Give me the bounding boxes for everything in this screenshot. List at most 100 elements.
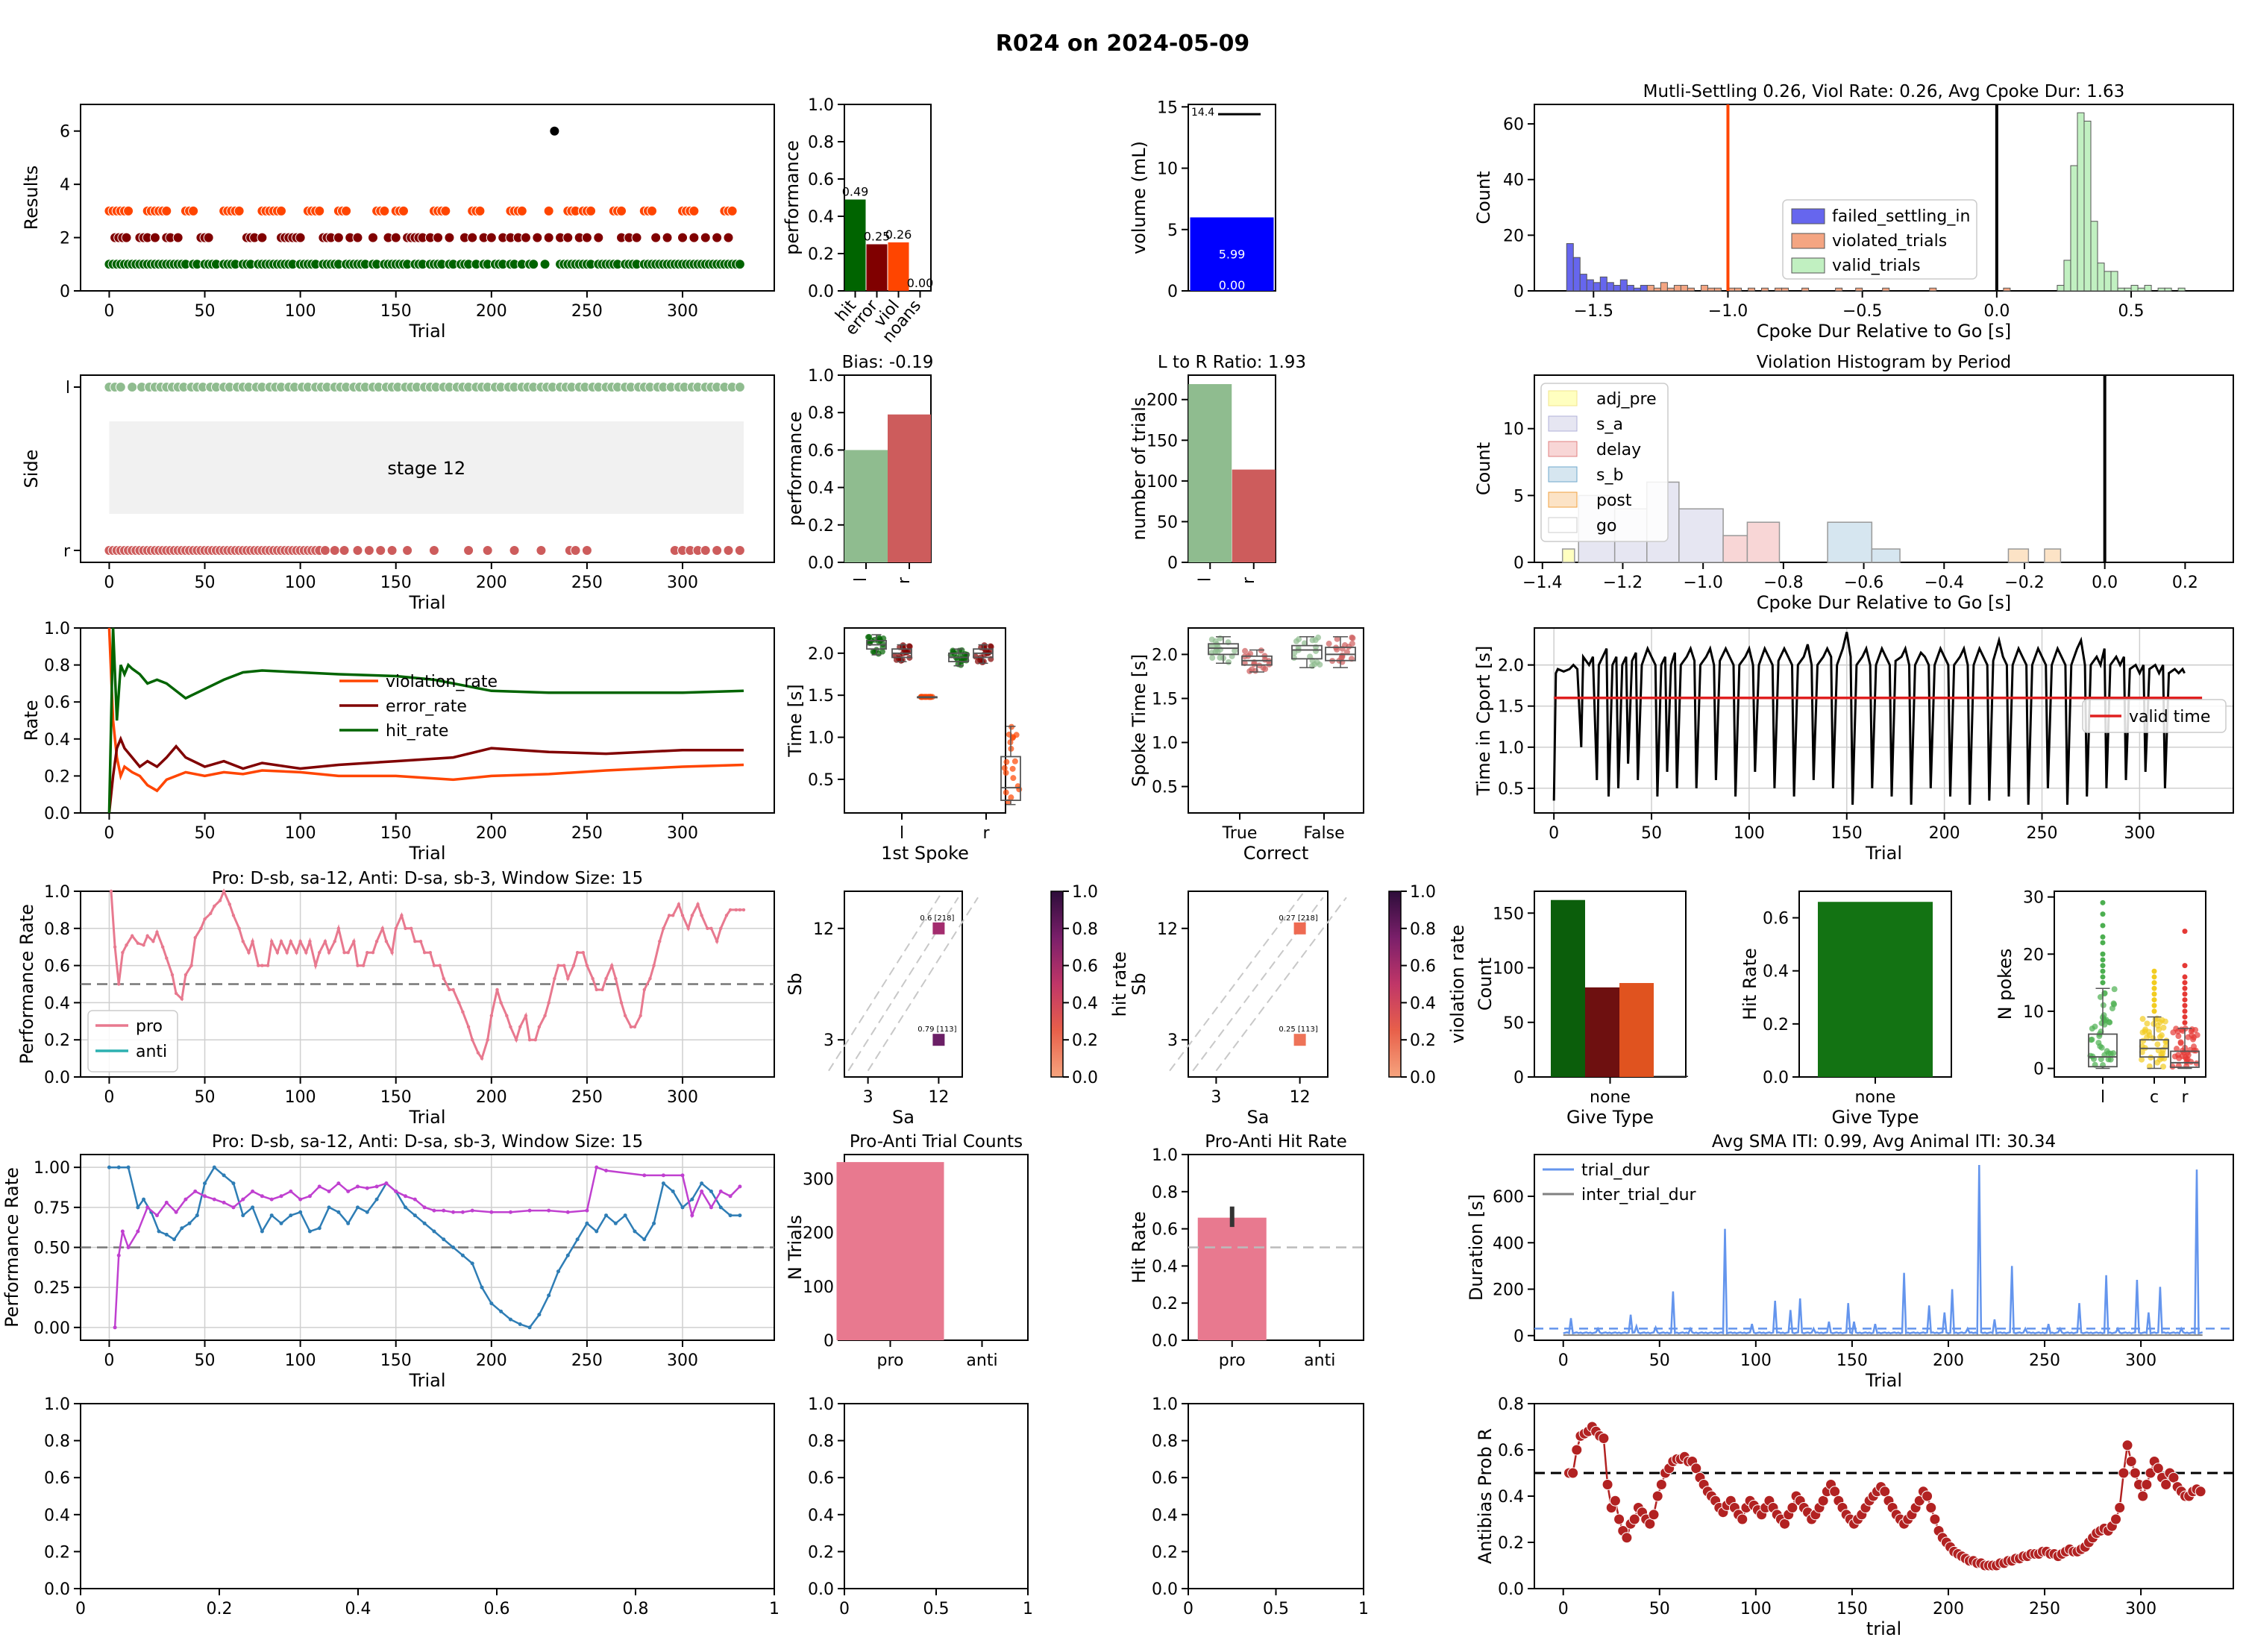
antibias-point	[1879, 1486, 1891, 1498]
colorbar-tick-label: 0.4	[1410, 994, 1436, 1013]
jitter-point	[1010, 775, 1017, 782]
chart-title: Pro-Anti Trial Counts	[850, 1132, 1023, 1152]
perf-point-a	[556, 1269, 560, 1274]
antibias-point	[1648, 1509, 1660, 1521]
perf-point-b	[365, 1186, 369, 1190]
perf-point-a	[661, 1181, 665, 1186]
perf-point-a	[374, 1197, 379, 1202]
hit-rate-bar	[1818, 902, 1933, 1077]
pro-point	[142, 943, 145, 947]
perf-point-a	[203, 1181, 207, 1186]
perf-point-a	[126, 1165, 131, 1169]
x-tick-label: 50	[1641, 824, 1662, 843]
chart-sa_sb_viol: 3 12 3 12 Sa Sb 0.27 [218] 0.25 [113] 0.0 0.2 0.4 0…	[1129, 883, 1468, 1128]
flier-point	[2151, 997, 2157, 1003]
perf-point-b	[269, 1197, 274, 1202]
pro-point	[690, 914, 694, 917]
x-tick-label: 0	[839, 1600, 850, 1618]
y-tick-label: 0	[824, 1332, 834, 1351]
chart-empty3: 0 0.5 1 0.0 0.2 0.4 0.6 0.8 1.0	[1152, 1395, 1369, 1618]
side-point-r	[319, 545, 330, 556]
pro-point	[170, 973, 175, 977]
y-axis-label: performance	[782, 140, 803, 255]
y-tick-label: 0.0	[44, 1069, 70, 1087]
jitter-point	[1317, 662, 1323, 668]
x-tick-label: True	[1222, 824, 1258, 843]
pro-point	[537, 1025, 542, 1028]
hist-bar-failed_settling_in	[1572, 257, 1581, 292]
jitter-point	[1003, 789, 1009, 796]
flier-point	[2182, 997, 2188, 1003]
legend-label: violation_rate	[386, 673, 498, 691]
result-point-3	[379, 205, 390, 216]
y-tick-label: 3	[1167, 1031, 1178, 1050]
x-tick-label: 250	[571, 302, 603, 321]
heatmap-cell-label: 0.27 [218]	[1279, 914, 1317, 923]
chart-n_pokes: 0 10 20 30 N pokes l c r	[1995, 889, 2206, 1107]
pro-point	[527, 1038, 532, 1042]
hist-bar-violated_trials	[1713, 287, 1722, 292]
y-tick-label: 0.6	[808, 171, 834, 189]
pro-point	[413, 940, 417, 943]
pro-point	[384, 940, 389, 943]
diagonal-line	[1215, 896, 1347, 1072]
perf-point-a	[623, 1213, 627, 1218]
pro-point	[313, 964, 318, 967]
pro-point	[648, 976, 652, 981]
x-tick-label: 0.0	[1983, 302, 2010, 321]
y-axis-label: Sb	[785, 973, 806, 995]
result-point-2	[486, 232, 497, 243]
x-tick-label: 200	[476, 824, 507, 843]
y-tick-label: 0.4	[44, 731, 70, 750]
x-tick-label: 100	[1740, 1351, 1772, 1370]
legend-swatch	[1791, 233, 1825, 249]
pro-point	[113, 945, 117, 949]
chart-pro_anti_counts: 0 100 200 300 Pro-Anti Trial Counts N Trials p…	[785, 1132, 1029, 1370]
pro-point	[667, 914, 671, 917]
jitter-point	[2156, 1034, 2163, 1040]
pro-point	[183, 973, 188, 977]
perf-point-a	[231, 1181, 236, 1186]
flier-point	[2182, 980, 2188, 986]
antibias-point	[1690, 1463, 1702, 1474]
antibias-point	[1737, 1513, 1748, 1525]
chart-results: 0 50 100 150 200 250 300 0 2 4 6 Trial Results	[21, 104, 775, 342]
y-tick-label: 0.4	[808, 208, 834, 227]
side-point-r	[712, 545, 723, 556]
result-point-3	[398, 205, 409, 216]
y-tick-label: 1.5	[1498, 698, 1524, 717]
perf-point-a	[413, 1213, 417, 1218]
chart-cpoke_hist: −1.5 −1.0 −0.5 0.0 0.5 0 20 40 60 Mutli-Settling …	[1473, 82, 2234, 342]
hist-bar-valid_trials	[2144, 285, 2152, 292]
y-tick-label: 4	[60, 176, 70, 195]
chart-rates: 0 50 100 150 200 250 300 0.0 0.2 0.4 0.6 0.8 1.0 Tria…	[21, 620, 775, 864]
x-tick-label: r	[1240, 577, 1258, 584]
x-tick-label: 0.4	[345, 1600, 371, 1618]
side-point-l	[734, 382, 745, 392]
perf-point-a	[327, 1205, 331, 1210]
perf-point-b	[193, 1189, 198, 1193]
side-point-r	[734, 545, 745, 556]
bar-value-label: 5.99	[1219, 248, 1246, 262]
x-tick-label: 200	[476, 574, 507, 592]
colorbar	[1388, 891, 1402, 1078]
colorbar-tick-label: 0.2	[1410, 1031, 1436, 1050]
y-tick-label: 300	[803, 1170, 834, 1189]
x-axis-label: Trial	[408, 592, 445, 613]
x-tick-label: 12	[1290, 1088, 1311, 1107]
pro-point	[289, 940, 293, 943]
bar-hit	[844, 199, 866, 291]
bar-noans	[1654, 1075, 1688, 1077]
y-tick-label: 0	[60, 283, 70, 301]
heatmap-cell	[1293, 1034, 1306, 1046]
legend-label: s_a	[1596, 415, 1623, 434]
pro-point	[400, 914, 404, 917]
flier-point	[2151, 968, 2157, 974]
pro-point	[428, 950, 433, 955]
jitter-point	[2173, 1026, 2180, 1032]
perf-point-b	[307, 1194, 312, 1199]
pro-point	[595, 987, 598, 992]
pro-point	[709, 926, 713, 931]
jitter-point	[1349, 634, 1355, 641]
pro-point	[333, 940, 336, 943]
